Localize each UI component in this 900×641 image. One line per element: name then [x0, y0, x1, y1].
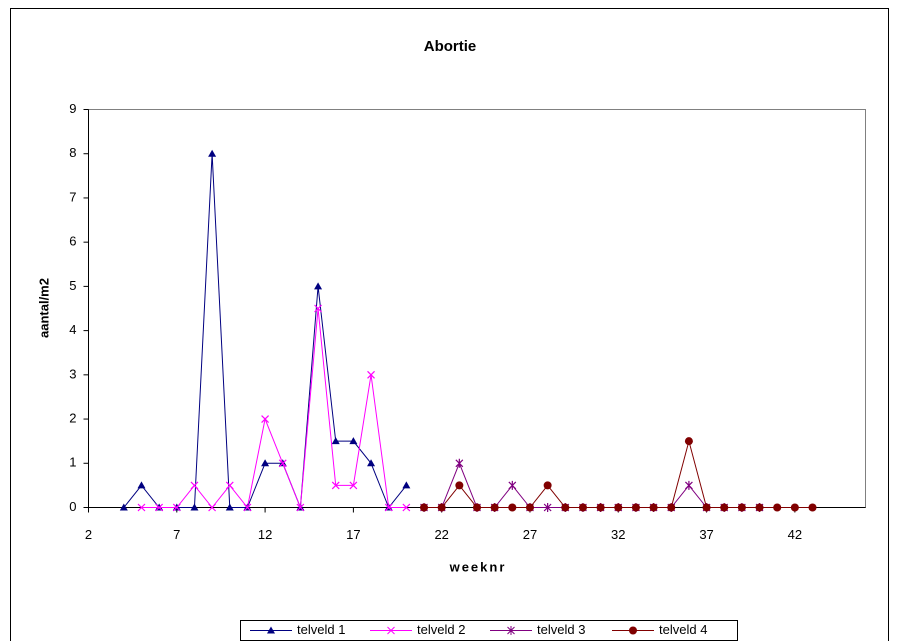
marker	[614, 503, 623, 512]
marker	[684, 480, 693, 490]
marker	[367, 459, 376, 467]
marker	[261, 415, 270, 423]
marker	[208, 149, 217, 157]
x-tick-label: 12	[258, 527, 272, 542]
marker	[684, 437, 693, 446]
marker	[543, 503, 552, 512]
y-tick-label: 3	[69, 366, 76, 381]
y-tick-label: 4	[69, 322, 76, 337]
plot-area	[88, 109, 866, 508]
marker	[331, 437, 340, 445]
marker	[261, 459, 270, 467]
marker	[278, 459, 287, 468]
marker	[208, 503, 217, 512]
legend-label: telveld 2	[417, 622, 465, 637]
x-tick-label: 32	[611, 527, 625, 542]
marker	[225, 503, 234, 511]
x-tick-label: 17	[346, 527, 360, 542]
marker	[737, 503, 746, 512]
marker	[172, 503, 181, 512]
y-tick-label: 7	[69, 189, 76, 204]
marker	[631, 503, 640, 512]
marker	[773, 503, 782, 512]
marker	[296, 503, 305, 512]
marker	[649, 503, 658, 512]
marker	[720, 503, 729, 512]
legend-label: telveld 1	[297, 622, 345, 637]
marker	[349, 481, 358, 490]
marker	[119, 503, 128, 511]
y-tick-label: 6	[69, 234, 76, 249]
marker	[402, 503, 411, 512]
legend-marker	[629, 626, 637, 635]
y-tick-label: 5	[69, 278, 76, 293]
y-tick-label: 0	[69, 499, 76, 514]
marker	[596, 503, 605, 512]
y-tick-label: 1	[69, 455, 76, 470]
y-tick-label: 8	[69, 145, 76, 160]
marker	[561, 503, 570, 512]
y-axis-label: aantal/m2	[36, 278, 51, 338]
marker	[755, 503, 764, 512]
legend-label: telveld 4	[659, 622, 707, 637]
marker	[314, 304, 322, 313]
marker	[543, 481, 552, 490]
marker	[331, 481, 340, 490]
marker	[702, 503, 711, 512]
marker	[525, 503, 534, 512]
marker	[190, 503, 199, 511]
marker	[578, 503, 587, 512]
marker	[137, 481, 146, 489]
marker	[473, 503, 481, 512]
chart-title: Abortie	[424, 38, 477, 55]
marker	[808, 503, 817, 512]
marker	[384, 503, 393, 512]
marker	[420, 503, 429, 512]
series-line	[141, 308, 407, 509]
marker	[667, 503, 676, 512]
marker	[402, 481, 411, 489]
marker	[155, 503, 164, 512]
marker	[455, 481, 464, 490]
marker	[190, 481, 199, 490]
marker	[349, 437, 358, 445]
y-tick-label: 9	[69, 101, 76, 116]
marker	[314, 282, 323, 290]
legend-marker	[267, 626, 275, 634]
x-tick-label: 2	[85, 527, 92, 542]
y-tick-label: 2	[69, 410, 76, 425]
x-tick-label: 37	[699, 527, 713, 542]
marker	[225, 481, 234, 490]
x-tick-label: 7	[173, 527, 180, 542]
x-axis-label: weeknr	[449, 559, 507, 574]
marker	[508, 480, 517, 490]
legend-label: telveld 3	[537, 622, 585, 637]
marker	[455, 458, 464, 468]
marker	[437, 503, 446, 512]
marker	[490, 503, 499, 512]
marker	[508, 503, 517, 512]
marker	[137, 503, 146, 512]
marker	[790, 503, 799, 512]
x-tick-label: 42	[788, 527, 802, 542]
legend-marker	[387, 626, 395, 635]
x-tick-label: 22	[434, 527, 448, 542]
x-tick-label: 27	[523, 527, 537, 542]
legend-marker	[507, 626, 515, 635]
marker	[367, 370, 375, 379]
marker	[243, 503, 252, 512]
